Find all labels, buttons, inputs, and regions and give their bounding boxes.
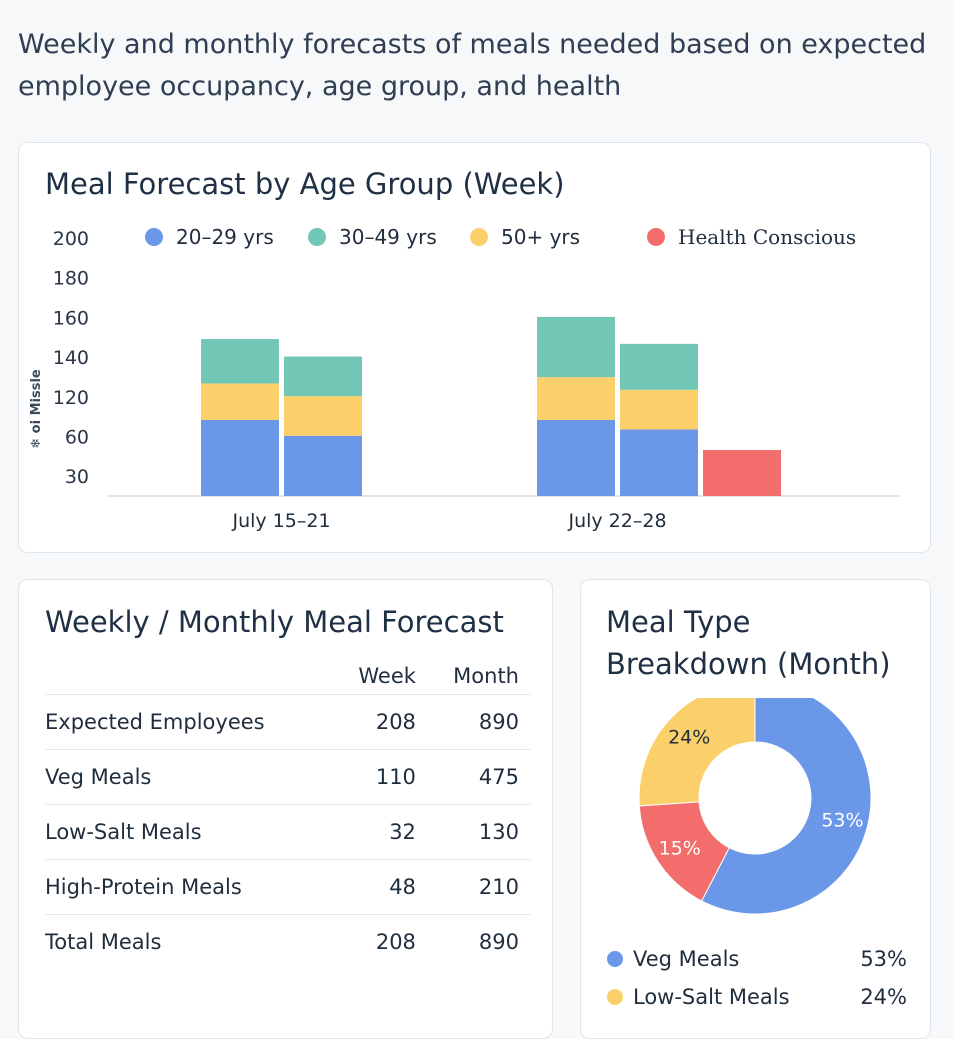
y-axis-label: ❄ oi Missle (29, 369, 44, 449)
legend-label-30-49-yrs: 30–49 yrs (339, 225, 437, 249)
bar-segment-50-yrs (620, 389, 698, 430)
y-tick-label: 160 (53, 307, 89, 329)
legend-item: Low-Salt Meals 24% (607, 978, 907, 1016)
y-tick-label: 60 (65, 427, 89, 449)
bar-marks (201, 316, 781, 496)
y-tick-label: 120 (53, 387, 89, 409)
row-label: Veg Meals (45, 749, 336, 805)
donut-slice-label: 24% (668, 727, 710, 749)
table-row: Total Meals 208 890 (45, 914, 531, 969)
legend-marker-30-49-yrs (308, 228, 326, 246)
bar-segment-20-29-yrs (620, 429, 698, 496)
legend-marker-20-29-yrs (145, 228, 163, 246)
table-row: Low-Salt Meals 32 130 (45, 804, 531, 860)
row-month: 475 (427, 749, 531, 805)
chart-title: Meal Forecast by Age Group (Week) (45, 167, 565, 201)
bar-segment-30-49-yrs (284, 356, 362, 397)
table-title: Weekly / Monthly Meal Forecast (45, 605, 504, 639)
donut-slice (700, 698, 872, 915)
legend-value: 53% (860, 947, 907, 971)
legend-label-50-yrs: 50+ yrs (501, 225, 580, 249)
legend-marker-health-conscious (647, 228, 665, 246)
row-label: Total Meals (45, 914, 336, 969)
donut-chart: 53% 15% 24% (638, 698, 872, 915)
bar-segment-health-conscious (703, 450, 781, 496)
donut-slices (638, 698, 872, 915)
row-month: 890 (427, 694, 531, 750)
bar-segment-30-49-yrs (537, 316, 615, 378)
chart-legend: 20–29 yrs 30–49 yrs 50+ yrs Health Consciou… (145, 225, 856, 249)
legend-value: 24% (860, 985, 907, 1009)
y-tick-label: 200 (53, 228, 89, 250)
bar-segment-30-49-yrs (201, 339, 279, 384)
table-header-row: Week Month (45, 658, 531, 695)
row-label: Expected Employees (45, 694, 336, 750)
y-tick-label: 30 (65, 466, 89, 488)
header-week: Week (358, 664, 416, 688)
forecast-table-card: Weekly / Monthly Meal Forecast Week Mont… (18, 579, 553, 1039)
bar-segment-20-29-yrs (201, 419, 279, 496)
bar-segment-50-yrs (284, 396, 362, 436)
row-month: 130 (427, 804, 531, 860)
row-week: 208 (335, 914, 428, 969)
y-tick-label: 140 (53, 347, 89, 369)
header-month: Month (453, 664, 519, 688)
x-tick-labels: July 15–21 July 22–28 (231, 510, 666, 532)
legend-item: Veg Meals 53% (607, 940, 907, 978)
table-row: Expected Employees 208 890 (45, 694, 531, 750)
table-row: Veg Meals 110 475 (45, 749, 531, 805)
donut-title-line2: Breakdown (Month) (606, 647, 891, 681)
legend-label-health-conscious: Health Conscious (678, 225, 856, 249)
donut-legend: Veg Meals 53% Low-Salt Meals 24% (607, 940, 907, 1016)
y-tick-labels: 200 180 160 140 120 60 30 (53, 228, 89, 488)
row-label: High-Protein Meals (45, 859, 336, 915)
bar-segment-50-yrs (537, 377, 615, 420)
donut-slice-label: 53% (821, 809, 863, 831)
donut-title: Meal Type Breakdown (Month) (606, 601, 891, 685)
legend-label: Veg Meals (633, 947, 740, 971)
legend-label-20-29-yrs: 20–29 yrs (176, 225, 274, 249)
legend-label: Low-Salt Meals (633, 985, 790, 1009)
legend-dot (607, 951, 623, 967)
bar-segment-50-yrs (201, 383, 279, 420)
legend-marker-50-yrs (470, 228, 488, 246)
page-subtitle: Weekly and monthly forecasts of meals ne… (18, 29, 927, 102)
donut-slice-label: 15% (659, 837, 701, 859)
age-group-chart-card: Meal Forecast by Age Group (Week) 200 180… (18, 142, 931, 553)
donut-title-line1: Meal Type (606, 605, 751, 639)
forecast-table: Week Month Expected Employees 208 890 Ve… (45, 658, 531, 969)
bar-segment-20-29-yrs (537, 419, 615, 496)
row-label: Low-Salt Meals (45, 804, 336, 860)
donut-slice (638, 698, 756, 807)
row-week: 208 (335, 694, 428, 750)
legend-dot (607, 989, 623, 1005)
row-month: 210 (427, 859, 531, 915)
header-label-cell (45, 658, 336, 695)
row-week: 48 (335, 859, 428, 915)
donut-slice-labels: 53% 15% 24% (659, 727, 864, 860)
bar-chart: 200 180 160 140 120 60 30 ❄ oi Missle 20–29 yr… (29, 225, 899, 532)
bar-segment-30-49-yrs (620, 343, 698, 390)
table-row: High-Protein Meals 48 210 (45, 859, 531, 915)
y-tick-label: 180 (53, 268, 89, 290)
x-tick-label: July 15–21 (231, 510, 330, 532)
row-week: 110 (335, 749, 428, 805)
x-tick-label: July 22–28 (567, 510, 666, 532)
row-week: 32 (335, 804, 428, 860)
bar-segment-20-29-yrs (284, 435, 362, 496)
row-month: 890 (427, 914, 531, 969)
meal-type-donut-card: Meal Type Breakdown (Month) 53% 15% 24% Ve… (580, 579, 931, 1039)
